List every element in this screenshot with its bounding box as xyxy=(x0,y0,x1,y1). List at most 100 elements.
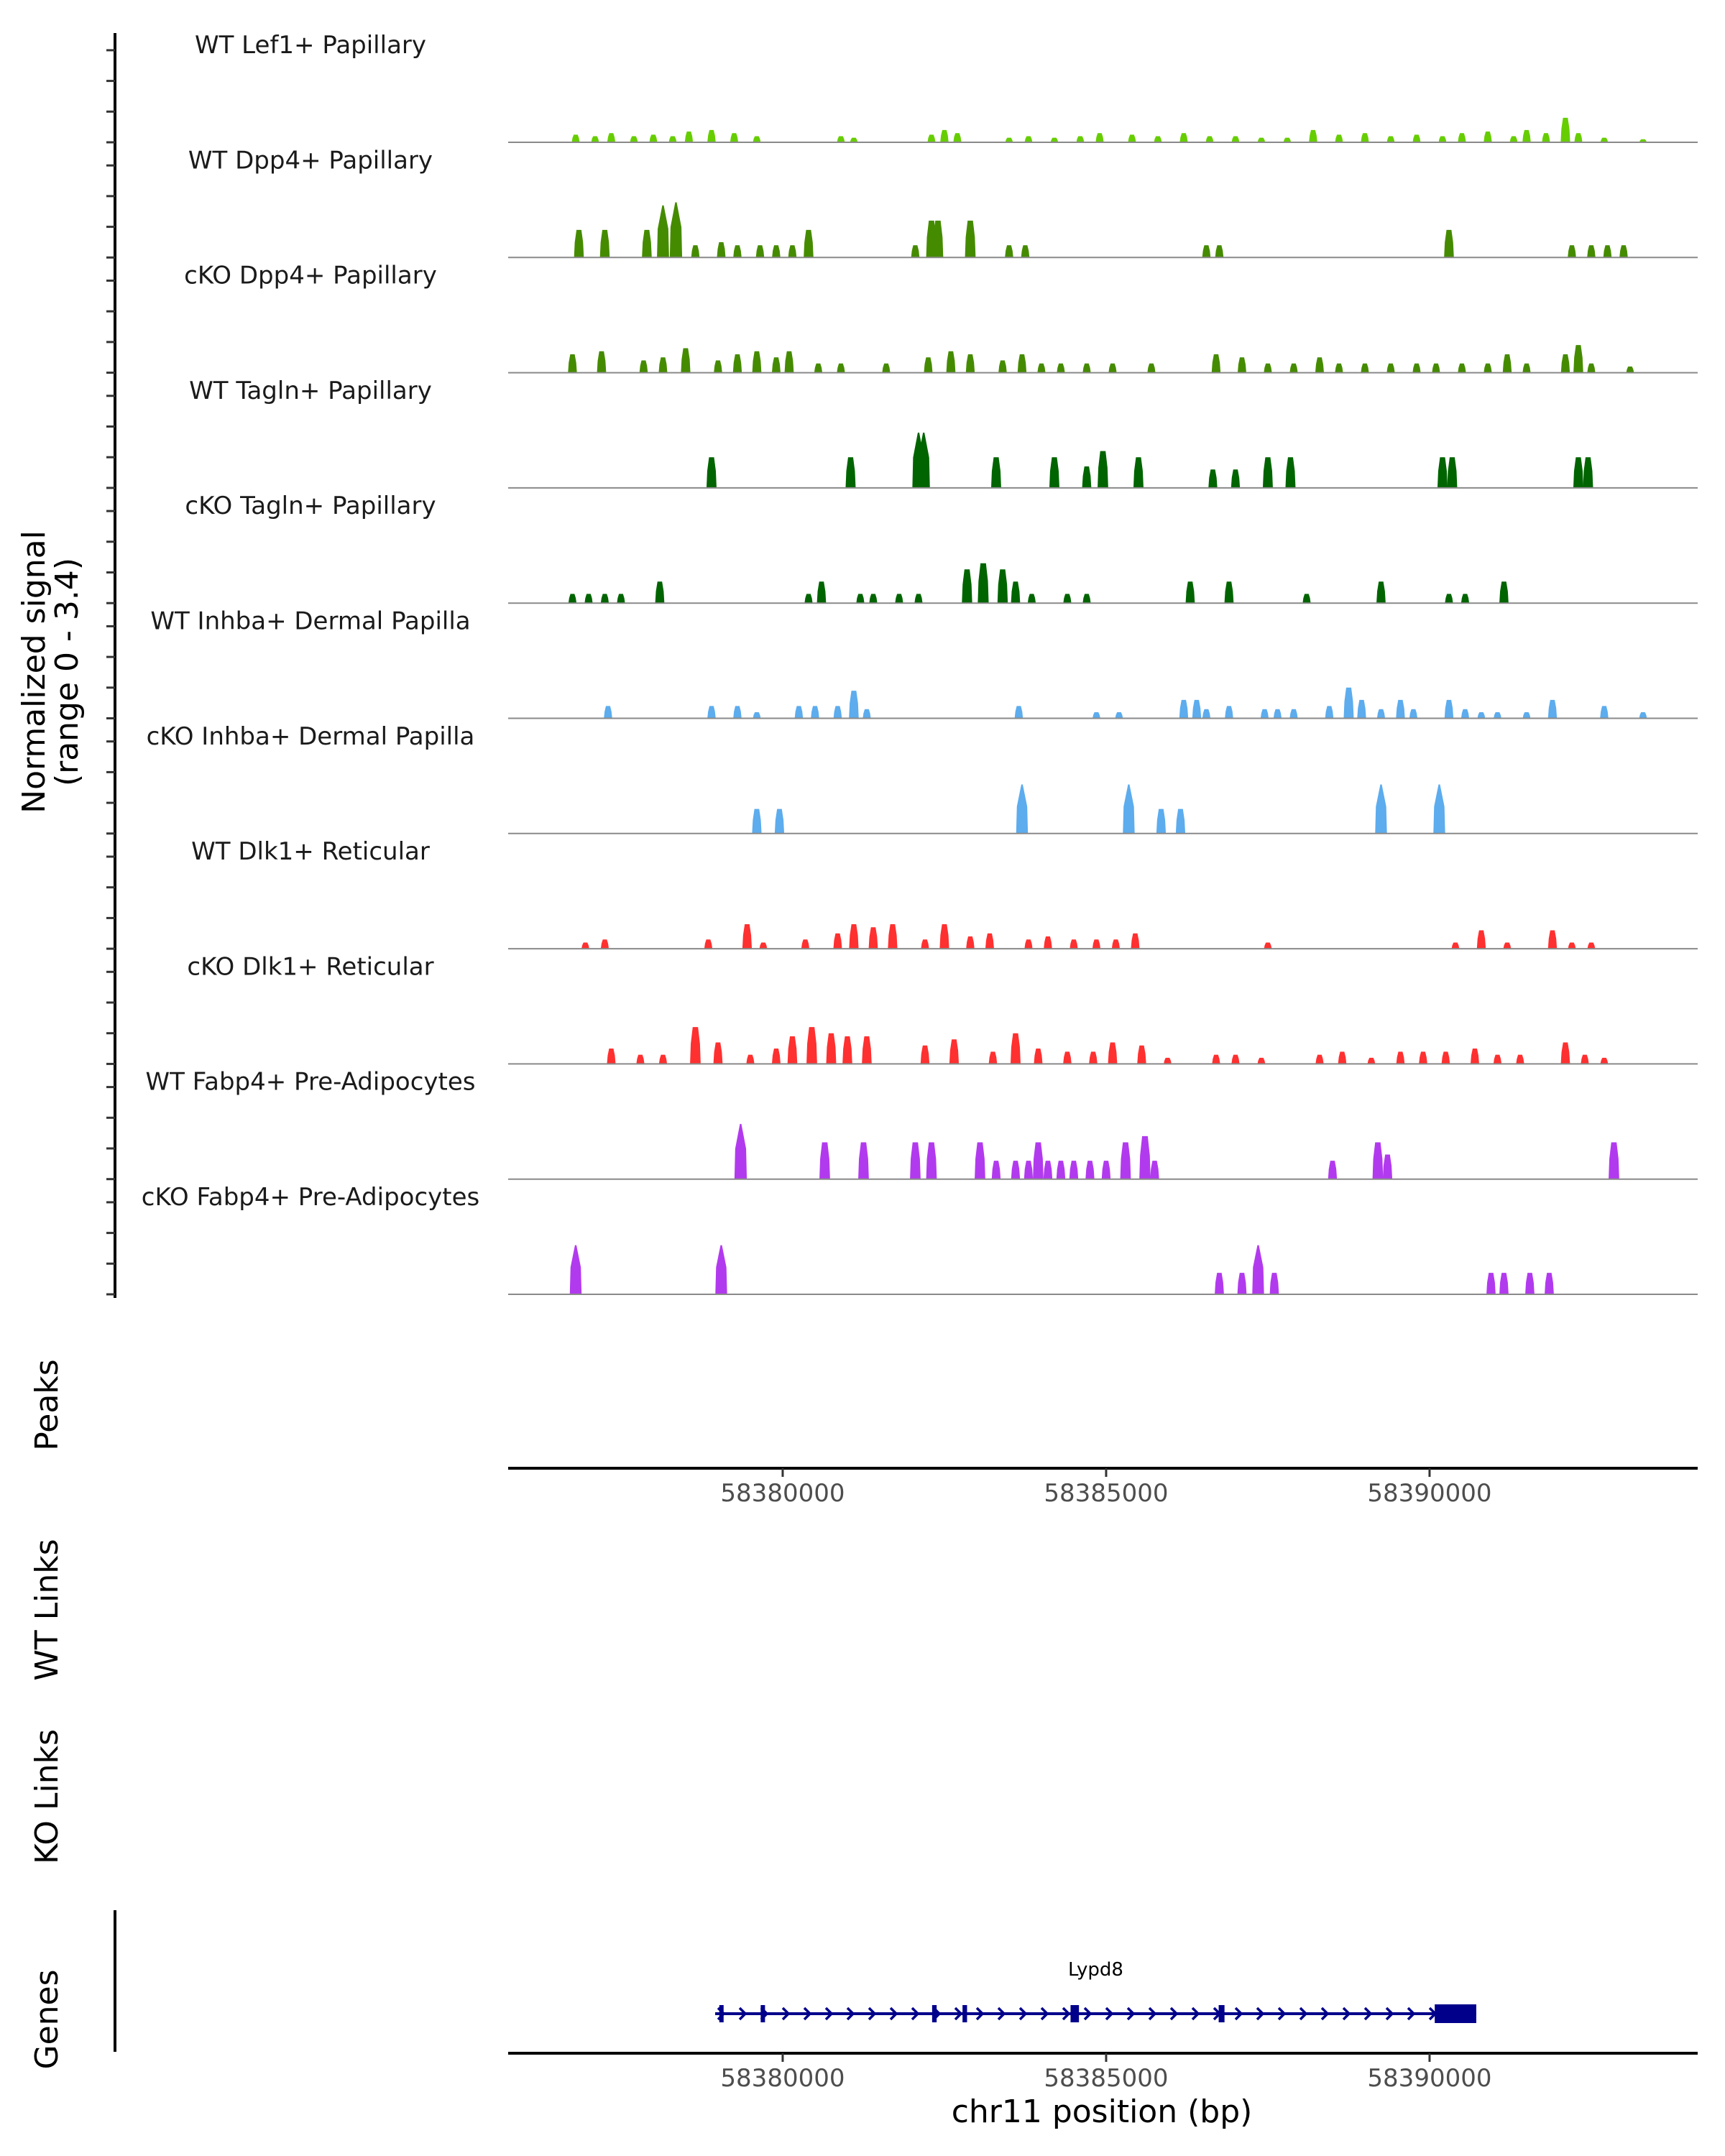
signal-peak xyxy=(1458,133,1466,142)
signal-peak xyxy=(1522,711,1531,719)
signal-peak xyxy=(1285,457,1296,488)
x-tick-label: 58380000 xyxy=(720,2064,845,2093)
signal-peak xyxy=(599,229,610,258)
signal-peak xyxy=(1202,245,1211,258)
signal-peak xyxy=(1444,229,1454,258)
signal-peak xyxy=(1185,581,1195,604)
signal-peak xyxy=(1458,363,1466,373)
signal-peak xyxy=(574,229,584,258)
signal-peak xyxy=(1587,245,1596,258)
signal-peak xyxy=(1560,354,1570,373)
signal-peak xyxy=(1224,581,1234,604)
signal-peak xyxy=(642,229,652,258)
strand-arrow-icon xyxy=(1299,2007,1308,2021)
x-tick-label: 58390000 xyxy=(1367,1479,1491,1508)
track: cKO Dpp4+ Papillary xyxy=(184,262,1698,374)
x-tick-label: 58385000 xyxy=(1044,1479,1168,1508)
signal-peak xyxy=(1098,451,1108,488)
track-label: cKO Dpp4+ Papillary xyxy=(184,262,437,290)
signal-peak xyxy=(1192,699,1202,719)
signal-peak xyxy=(1587,363,1596,373)
signal-peak xyxy=(816,581,827,604)
strand-arrow-icon xyxy=(997,2007,1006,2021)
signal-peak xyxy=(714,360,722,373)
signal-peak xyxy=(1493,1054,1502,1064)
signal-peak xyxy=(1494,711,1501,719)
signal-peak xyxy=(1522,363,1531,373)
signal-peak xyxy=(658,1054,668,1064)
signal-peak xyxy=(1361,363,1369,373)
strand-arrow-icon xyxy=(1363,2007,1373,2021)
signal-peak xyxy=(1264,942,1272,949)
signal-peak xyxy=(617,594,625,604)
signal-peak xyxy=(1260,709,1269,719)
signal-peak xyxy=(655,581,665,604)
signal-peak xyxy=(1503,942,1512,949)
signal-peak xyxy=(742,923,753,949)
track-label: WT Dlk1+ Reticular xyxy=(191,837,430,866)
signal-peak xyxy=(1011,581,1021,604)
track-label: cKO Fabp4+ Pre-Adipocytes xyxy=(142,1183,480,1212)
peaks-x-axis-ticks: 58380000 58385000 58390000 xyxy=(720,1468,1491,1508)
signal-peak xyxy=(946,351,956,373)
signal-peak xyxy=(1108,363,1117,373)
coverage-y-ticks xyxy=(106,49,115,1296)
signal-peak xyxy=(1470,1049,1479,1064)
signal-peak xyxy=(1484,132,1492,142)
track: WT Dpp4+ Papillary xyxy=(188,146,1698,259)
track: cKO Inhba+ Dermal Papilla xyxy=(147,722,1698,834)
signal-peak xyxy=(1133,457,1144,488)
signal-peak xyxy=(1212,1054,1220,1064)
signal-peak xyxy=(966,936,975,949)
strand-arrow-icon xyxy=(846,2007,855,2021)
signal-peak xyxy=(1619,245,1628,258)
signal-peak xyxy=(1202,709,1211,719)
gene-exon xyxy=(962,2005,967,2022)
signal-peak xyxy=(1600,137,1609,142)
signal-peak xyxy=(1289,709,1298,719)
track-label: WT Dpp4+ Papillary xyxy=(188,146,433,175)
signal-peak xyxy=(927,134,936,142)
signal-peak xyxy=(1477,711,1486,719)
signal-peak xyxy=(914,594,923,604)
signal-peak xyxy=(607,133,616,142)
signal-peak xyxy=(1343,687,1354,719)
peaks-panel-title: Peaks xyxy=(29,1359,65,1450)
signal-peak xyxy=(985,933,994,949)
signal-peak xyxy=(1063,594,1072,604)
signal-peak xyxy=(1237,357,1246,373)
track-label: WT Tagln+ Papillary xyxy=(189,377,432,405)
strand-arrow-icon xyxy=(1126,2007,1136,2021)
gene-exon xyxy=(1070,2005,1080,2022)
signal-peak xyxy=(1568,942,1576,949)
signal-peak xyxy=(998,360,1007,373)
signal-peak xyxy=(1560,117,1570,142)
signal-peak xyxy=(755,245,765,258)
signal-peak xyxy=(1639,711,1647,719)
signal-peak xyxy=(819,1142,830,1179)
signal-peak xyxy=(704,939,713,949)
signal-peak xyxy=(1231,1054,1240,1064)
signal-peak xyxy=(1175,808,1186,834)
signal-peak xyxy=(658,357,668,373)
strand-arrow-icon xyxy=(1320,2007,1330,2021)
signal-peak xyxy=(1338,1051,1347,1064)
signal-peak xyxy=(1639,139,1647,142)
y-axis-title-line1: Normalized signal xyxy=(16,530,52,814)
signal-peak xyxy=(1024,1161,1034,1179)
signal-peak xyxy=(794,706,804,719)
signal-peak xyxy=(1115,711,1123,719)
signal-peak xyxy=(1444,699,1454,719)
strand-arrow-icon xyxy=(954,2007,963,2021)
signal-peak xyxy=(833,933,842,949)
signal-peak xyxy=(849,691,859,719)
signal-peak xyxy=(1156,808,1167,834)
signal-peak xyxy=(1574,133,1583,142)
signal-peak xyxy=(1437,457,1448,488)
signal-peak xyxy=(1101,1161,1111,1179)
signal-peak xyxy=(1396,699,1405,719)
signal-peak xyxy=(753,711,761,719)
signal-peak xyxy=(1441,1051,1450,1064)
signal-peak xyxy=(1264,363,1272,373)
signal-peak xyxy=(1499,581,1509,604)
